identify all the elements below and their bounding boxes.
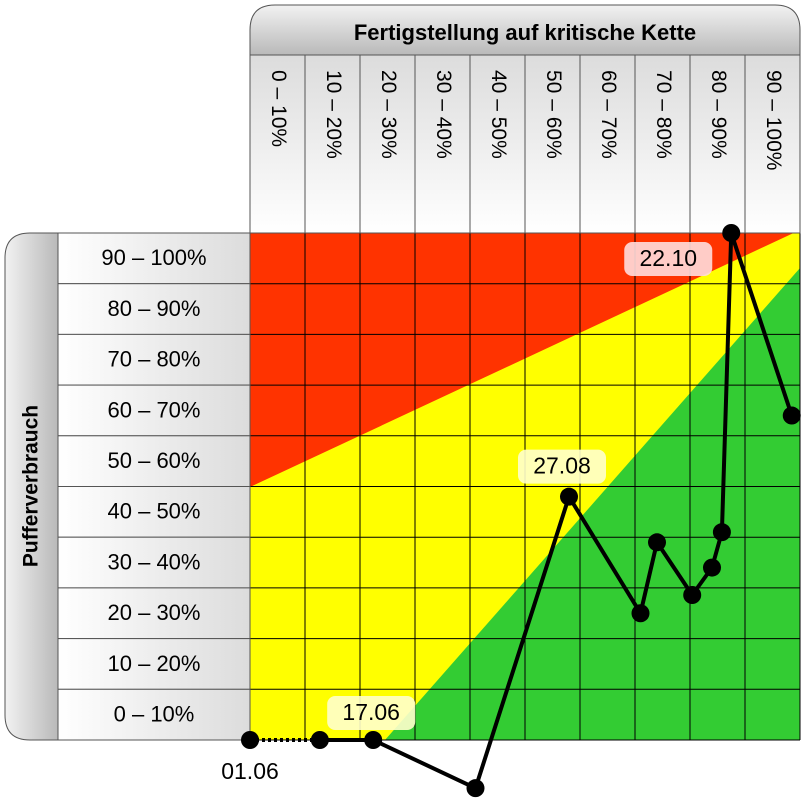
header-tab — [249, 4, 801, 56]
point — [364, 731, 383, 749]
y-axis-label: Pufferverbrauch — [20, 405, 43, 567]
row-header-cell — [57, 638, 251, 690]
point — [466, 779, 485, 798]
point — [241, 731, 259, 749]
label-box — [624, 242, 713, 276]
x-category-label: 20 – 30% — [377, 70, 400, 159]
row-header-cell — [57, 688, 251, 741]
x-category-label: 0 – 10% — [267, 70, 290, 147]
y-category-label: 50 – 60% — [108, 448, 201, 473]
marks: 01.06 17.06 27.08 22.10 — [221, 224, 801, 798]
row-header-cell — [57, 435, 251, 487]
y-category-label: 60 – 70% — [108, 397, 201, 422]
point-label: 17.06 — [342, 699, 400, 725]
column-header-cell — [524, 54, 581, 234]
y-category-label: 40 – 50% — [108, 499, 201, 524]
row-header-cell — [57, 587, 251, 640]
column-header-cell — [634, 54, 691, 234]
y-category-label: 20 – 30% — [108, 600, 201, 625]
point — [712, 523, 731, 542]
axis-labels: 0 – 10% 10 – 20% 20 – 30% 30 – 40% 40 – 50% 5… — [57, 54, 801, 741]
row-header-cell — [57, 536, 251, 589]
column-header-cell — [414, 54, 471, 234]
point — [648, 533, 666, 552]
y-category-label: 10 – 20% — [108, 651, 201, 676]
x-category-label: 60 – 70% — [597, 70, 620, 159]
row-header-cell — [57, 333, 251, 386]
column-header-cell — [579, 54, 636, 234]
y-category-label: 80 – 90% — [108, 296, 201, 321]
x-category-label: 30 – 40% — [432, 70, 455, 159]
point — [782, 406, 801, 425]
chart-title: Fertigstellung auf kritische Kette — [354, 20, 696, 45]
row-header-cell — [57, 486, 251, 538]
green-zone — [385, 268, 800, 740]
row-header-cell — [57, 384, 251, 437]
column-header-cell — [304, 54, 361, 234]
label-box — [518, 449, 606, 484]
column-header-cell — [469, 54, 526, 234]
x-category-label: 50 – 60% — [542, 70, 565, 159]
y-category-label: 90 – 100% — [101, 245, 206, 270]
row-header-cell — [57, 232, 251, 285]
column-header-cell — [249, 54, 306, 234]
y-category-label: 70 – 80% — [108, 347, 201, 372]
point — [310, 731, 329, 749]
point — [631, 604, 650, 623]
column-header-cell — [744, 54, 801, 234]
x-category-label: 70 – 80% — [652, 70, 675, 159]
point-label: 22.10 — [639, 245, 697, 271]
label-box — [327, 696, 416, 730]
point-label: 27.08 — [533, 453, 591, 479]
point — [560, 487, 578, 506]
grid — [249, 232, 801, 741]
x-category-label: 10 – 20% — [322, 70, 345, 159]
x-category-label: 40 – 50% — [487, 70, 510, 159]
red-zone — [250, 233, 800, 487]
y-category-label: 30 – 40% — [108, 549, 201, 574]
column-header-cell — [359, 54, 416, 234]
y-category-label: 0 – 10% — [114, 701, 195, 726]
row-header-cell — [57, 283, 251, 335]
point — [703, 558, 721, 577]
point — [722, 224, 741, 242]
point-label: 01.06 — [221, 758, 279, 784]
x-category-label: 80 – 90% — [707, 70, 730, 159]
point — [683, 585, 702, 604]
side-tab — [4, 232, 59, 741]
x-category-label: 90 – 100% — [762, 70, 785, 170]
